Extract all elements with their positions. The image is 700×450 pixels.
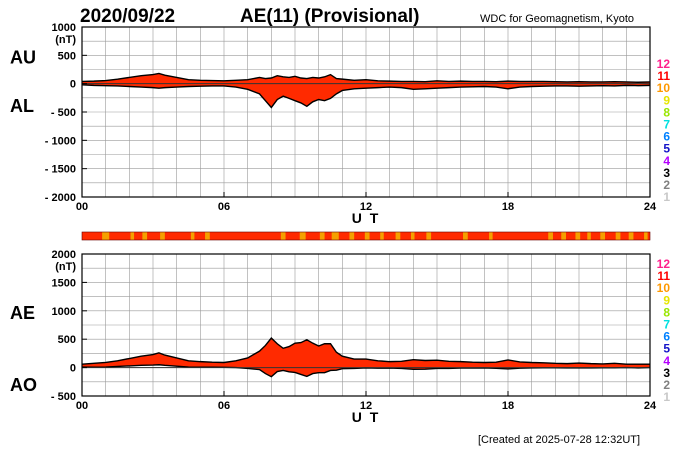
activity-segment: [280, 232, 286, 240]
activity-segment: [600, 232, 606, 240]
legend-item-6: 6: [663, 330, 670, 344]
legend-item-11: 11: [657, 269, 670, 283]
activity-segment: [395, 232, 401, 240]
y-tick-label: 2000: [52, 249, 76, 261]
x-tick-label: 00: [76, 201, 88, 213]
legend-item-8: 8: [663, 305, 670, 319]
legend-item-2: 2: [663, 378, 670, 392]
placeholder: [296, 164, 300, 165]
activity-bar-frame: [81, 231, 651, 241]
series-line-al: [81, 84, 651, 109]
activity-bar: [81, 231, 651, 241]
activity-segment: [160, 232, 165, 240]
legend-item-1: 1: [663, 190, 670, 204]
activity-segment: [349, 232, 355, 240]
activity-segment: [364, 232, 370, 240]
legend-item-3: 3: [663, 166, 670, 180]
legend-item-6: 6: [663, 130, 670, 144]
legend-item-7: 7: [663, 318, 670, 332]
y-unit-label: (nT): [55, 261, 76, 273]
legend-item-5: 5: [663, 142, 670, 156]
activity-segment: [410, 232, 415, 240]
legend-item-9: 9: [663, 293, 670, 307]
au-al-panel: 1000 500 0 - 500 - 1000 - 1500 - 2000 (nT) 00 06 1…: [10, 22, 657, 226]
activity-segment: [463, 232, 468, 240]
legend-item-10: 10: [657, 281, 671, 295]
legend-item-7: 7: [663, 118, 670, 132]
series-line-au: [81, 72, 651, 83]
activity-segment: [380, 232, 384, 240]
activity-segment: [628, 232, 634, 240]
y-tick-label: 0: [70, 79, 76, 91]
legend-item-1: 1: [663, 390, 670, 404]
legend-item-8: 8: [663, 105, 670, 119]
lower-series-label: AO: [10, 375, 37, 395]
legend-item-12: 12: [657, 257, 671, 271]
activity-segment: [190, 232, 195, 240]
activity-segment: [548, 232, 553, 240]
x-tick-label: 18: [502, 201, 514, 213]
y-tick-label: 1000: [52, 306, 76, 318]
x-tick-label: 00: [76, 400, 88, 412]
activity-segment: [561, 232, 566, 240]
activity-segment: [142, 232, 148, 240]
legend-item-3: 3: [663, 366, 670, 380]
date-title: 2020/09/22: [80, 6, 175, 27]
legend-item-9: 9: [663, 93, 670, 107]
legend-item-4: 4: [663, 154, 670, 168]
activity-segment: [615, 232, 621, 240]
activity-segment: [102, 232, 110, 240]
activity-segment: [489, 232, 493, 240]
y-tick-label: - 1500: [45, 164, 76, 176]
activity-segment: [331, 232, 339, 240]
legend-item-5: 5: [663, 342, 670, 356]
y-tick-label: 0: [70, 363, 76, 375]
x-axis-title: U T: [352, 210, 381, 226]
activity-segment: [587, 232, 591, 240]
activity-segment: [644, 232, 648, 240]
y-tick-label: - 1000: [45, 135, 76, 147]
activity-segment: [299, 232, 306, 240]
ae-ao-panel: 2000 1500 1000 500 0 - 500 (nT) 00 06 12 18 24 U T AE…: [10, 164, 657, 425]
activity-segment: [130, 232, 135, 240]
legend-item-2: 2: [663, 178, 670, 192]
y-tick-label: 1500: [52, 277, 76, 289]
activity-segment: [426, 232, 432, 240]
upper-series-label: AE: [10, 303, 35, 323]
x-tick-label: 06: [218, 201, 230, 213]
legend-item-11: 11: [657, 69, 670, 83]
lower-series-label: AL: [10, 96, 34, 116]
x-axis-title: U T: [352, 409, 381, 425]
y-tick-label: 500: [58, 334, 76, 346]
activity-segment: [575, 232, 581, 240]
legend-item-10: 10: [657, 81, 671, 95]
y-tick-label: - 500: [51, 107, 76, 119]
upper-series-label: AU: [10, 47, 36, 67]
x-tick-label: 12: [360, 400, 372, 412]
area-fill-au: [82, 73, 650, 108]
x-tick-label: 24: [644, 400, 657, 412]
series-line-ae: [81, 337, 650, 365]
y-tick-label: 1000: [52, 22, 76, 34]
y-tick-label: 500: [58, 50, 76, 62]
x-tick-label: 18: [502, 400, 514, 412]
legend-item-12: 12: [657, 57, 671, 71]
y-unit-label: (nT): [55, 34, 76, 46]
legend-item-4: 4: [663, 354, 670, 368]
x-tick-label: 06: [218, 400, 230, 412]
source-label: WDC for Geomagnetism, Kyoto: [480, 13, 634, 25]
x-tick-label: 24: [644, 201, 657, 213]
placeholder: [332, 164, 338, 165]
placeholder: [160, 164, 165, 165]
index-title: AE(11) (Provisional): [240, 6, 420, 27]
created-footer: [Created at 2025-07-28 12:32UT]: [478, 434, 640, 446]
activity-segment: [205, 232, 210, 240]
y-tick-label: - 2000: [45, 192, 76, 204]
x-tick-label: 12: [360, 201, 372, 213]
y-tick-label: - 500: [51, 391, 76, 403]
activity-segment: [319, 232, 325, 240]
